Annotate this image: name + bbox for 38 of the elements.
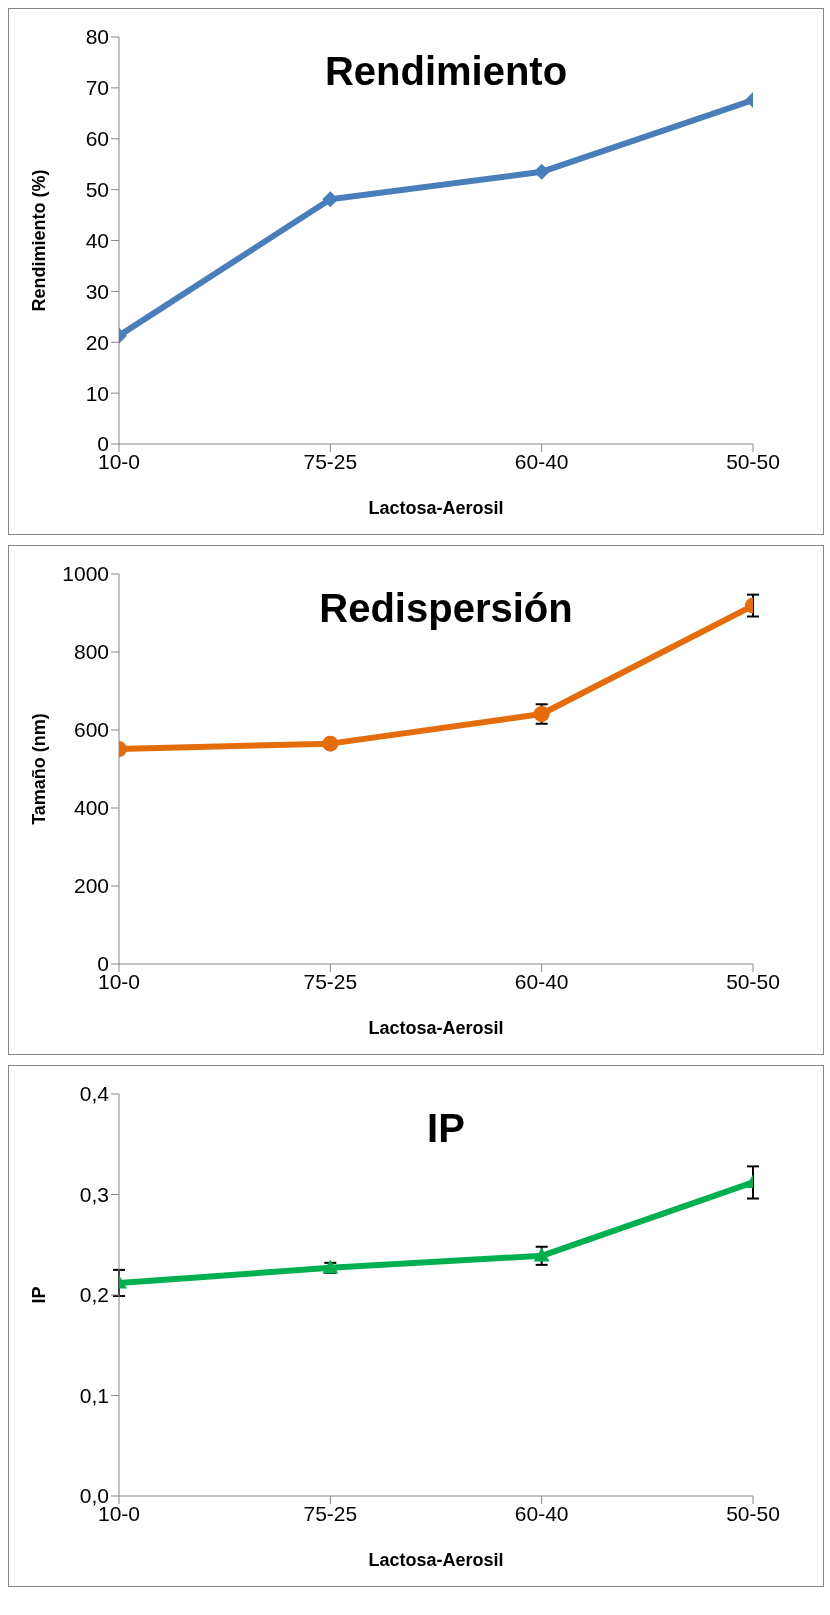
y-tick-label: 30 [85, 279, 109, 303]
y-tick-label: 0,0 [79, 1484, 109, 1508]
y-tick-label: 600 [73, 718, 109, 742]
y-tick-label: 800 [73, 640, 109, 664]
x-tick-label: 60-40 [514, 969, 569, 993]
chart-title: Redispersión [318, 586, 574, 631]
x-tick-label: 75-25 [303, 1501, 358, 1525]
x-tick-label: 50-50 [726, 969, 780, 993]
x-tick-label: 50-50 [726, 449, 780, 473]
x-tick-label: 50-50 [726, 1501, 780, 1525]
y-axis-title: Tamaño (nm) [29, 713, 50, 825]
y-tick-label: 80 [85, 25, 109, 49]
x-tick-label: 75-25 [303, 969, 358, 993]
y-tick-label: 0,2 [79, 1283, 109, 1307]
y-tick-label: 200 [73, 874, 109, 898]
y-tick-label: 400 [73, 796, 109, 820]
x-tick-label: 75-25 [303, 449, 358, 473]
y-tick-label: 20 [85, 330, 109, 354]
y-axis-title: IP [29, 1286, 50, 1304]
y-tick-label: 40 [85, 228, 109, 252]
chart-title: Rendimiento [324, 49, 568, 93]
y-tick-label: 50 [85, 178, 109, 202]
x-axis-title: Lactosa-Aerosil [368, 1550, 504, 1570]
y-tick-label: 0,1 [79, 1383, 109, 1407]
y-tick-label: 10 [85, 381, 109, 405]
y-tick-label: 0,3 [79, 1182, 109, 1206]
y-tick-label: 1000 [62, 562, 109, 586]
x-axis-title: Lactosa-Aerosil [368, 498, 504, 518]
chart-title: IP [426, 1106, 466, 1151]
y-tick-label: 60 [85, 127, 109, 151]
y-tick-label: 0 [97, 952, 109, 976]
y-tick-label: 0,4 [79, 1082, 110, 1106]
x-tick-label: 60-40 [514, 1501, 569, 1525]
x-tick-label: 60-40 [514, 449, 569, 473]
y-axis-title: Rendimiento (%) [29, 169, 50, 312]
y-tick-label: 70 [85, 76, 109, 100]
x-axis-title: Lactosa-Aerosil [368, 1018, 504, 1038]
y-tick-label: 0 [97, 432, 109, 456]
